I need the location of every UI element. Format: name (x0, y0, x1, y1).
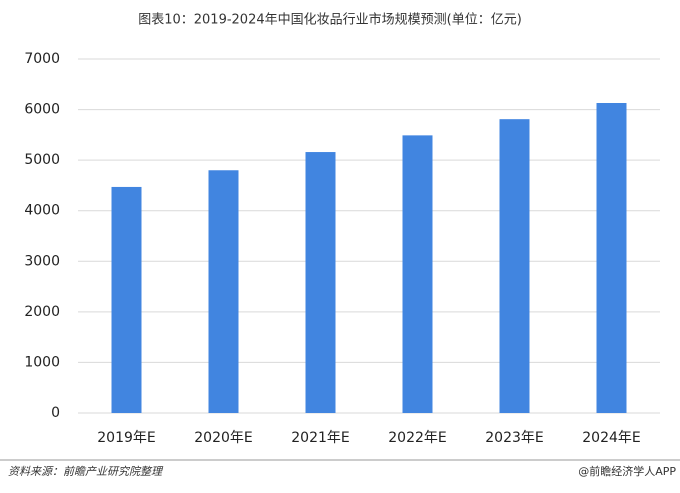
source-note: 资料来源：前瞻产业研究院整理 (8, 465, 164, 478)
y-tick-label: 6000 (24, 102, 60, 118)
bar (111, 186, 142, 413)
y-tick-label: 1000 (24, 354, 60, 370)
bar (305, 152, 336, 413)
bar (208, 170, 239, 413)
y-tick-label: 7000 (24, 51, 60, 67)
x-tick-label: 2024年E (582, 430, 640, 446)
bar (499, 119, 530, 414)
y-tick-label: 4000 (24, 203, 60, 219)
y-tick-label: 2000 (24, 304, 60, 320)
y-tick-label: 0 (51, 405, 60, 421)
x-tick-label: 2020年E (194, 430, 252, 446)
credit: @前瞻经济学人APP (578, 464, 676, 478)
bar (402, 135, 433, 413)
x-tick-label: 2021年E (291, 430, 349, 446)
x-tick-label: 2023年E (485, 430, 543, 446)
y-tick-label: 3000 (24, 253, 60, 269)
x-tick-label: 2019年E (97, 430, 155, 446)
x-tick-label: 2022年E (388, 430, 446, 446)
chart-title: 图表10：2019-2024年中国化妆品行业市场规模预测(单位：亿元) (138, 12, 522, 28)
bar (596, 102, 627, 414)
y-tick-label: 5000 (24, 152, 60, 168)
